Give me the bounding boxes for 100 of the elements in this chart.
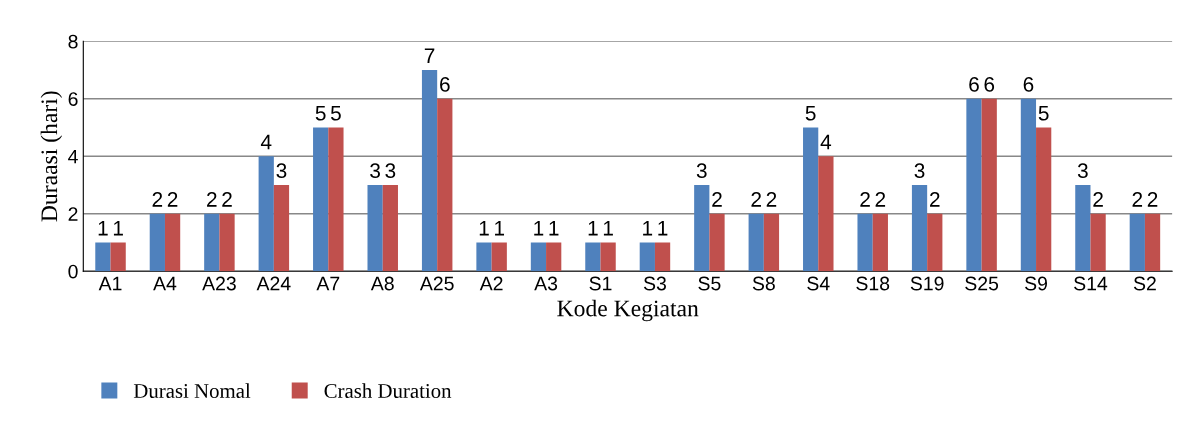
- x-tick-label: A23: [202, 276, 236, 291]
- x-tick-label: A2: [479, 276, 503, 291]
- y-tick-label: 8: [68, 34, 78, 49]
- data-label: 3: [276, 163, 287, 179]
- bar: [857, 213, 873, 272]
- data-label: 3: [696, 163, 707, 179]
- x-tick-label: S25: [965, 276, 999, 291]
- bar: [966, 98, 982, 272]
- x-tick-label: S3: [643, 276, 666, 291]
- bar: [600, 242, 616, 272]
- data-label: 2: [167, 192, 178, 207]
- bar: [654, 242, 671, 272]
- y-tick-label: 0: [68, 264, 78, 279]
- x-tick-label: A8: [370, 276, 394, 291]
- bar: [437, 98, 453, 272]
- data-label: 5: [1038, 106, 1049, 121]
- bar: [1090, 213, 1106, 272]
- data-label: 2: [1093, 192, 1103, 207]
- data-label: 3: [385, 163, 396, 179]
- data-label: 7: [424, 48, 435, 63]
- bar: [219, 213, 235, 272]
- x-tick-label: S5: [698, 276, 721, 291]
- data-label: 4: [820, 134, 832, 150]
- data-label: 2: [207, 192, 217, 207]
- bar: [763, 213, 780, 272]
- bar: [530, 242, 547, 272]
- bar: [694, 184, 710, 272]
- x-tick-label: S8: [752, 276, 775, 291]
- data-label: 1: [658, 221, 668, 236]
- bar: [927, 213, 943, 272]
- data-label: 1: [643, 221, 653, 236]
- x-tick-label: S18: [856, 276, 890, 291]
- bar: [818, 156, 834, 272]
- bar: [382, 184, 398, 272]
- data-label: 6: [984, 77, 995, 92]
- bar: [95, 242, 111, 272]
- bar: [1144, 213, 1161, 272]
- y-tick-label: 4: [68, 149, 78, 164]
- bar: [328, 127, 344, 272]
- y-axis-title: Duraasi (hari): [40, 91, 63, 222]
- data-label: 1: [495, 221, 505, 236]
- data-label: 2: [875, 192, 886, 207]
- x-tick-label: S14: [1074, 276, 1108, 291]
- data-label: 6: [1023, 77, 1034, 92]
- legend-label: Durasi Nomal: [133, 383, 251, 398]
- data-label: 1: [549, 221, 559, 236]
- bar: [748, 213, 764, 272]
- data-label: 2: [751, 192, 761, 207]
- bar: [872, 213, 888, 272]
- x-tick-label: S9: [1025, 276, 1048, 291]
- bar: [367, 184, 383, 272]
- bar: [1036, 127, 1052, 272]
- x-tick-label: A7: [316, 276, 340, 291]
- data-label: 5: [330, 106, 341, 121]
- data-label: 1: [603, 221, 613, 236]
- data-label: 2: [152, 192, 163, 207]
- bar: [164, 213, 181, 272]
- x-tick-label: A3: [534, 276, 558, 291]
- data-label: 4: [260, 134, 272, 150]
- x-tick-label: A25: [419, 276, 454, 291]
- bar: [981, 98, 997, 272]
- bar: [313, 127, 329, 272]
- data-label: 3: [1077, 163, 1088, 179]
- y-tick-label: 2: [68, 207, 78, 221]
- bar: [1075, 184, 1091, 272]
- data-label: 3: [370, 163, 380, 179]
- y-tick-label: 6: [68, 92, 78, 106]
- bar: [1020, 98, 1037, 272]
- data-label: 1: [479, 221, 489, 236]
- bar: [709, 213, 725, 272]
- x-axis-title: Kode Kegiatan: [557, 299, 699, 322]
- data-label: 1: [113, 221, 123, 236]
- bar: [273, 184, 290, 272]
- bar: [639, 242, 655, 272]
- data-label: 3: [914, 163, 925, 179]
- x-tick-label: S19: [910, 276, 944, 291]
- data-label: 1: [588, 221, 598, 236]
- data-label: 2: [1132, 192, 1143, 207]
- bar: [911, 184, 928, 272]
- bar: [476, 242, 492, 272]
- data-label: 5: [315, 106, 326, 121]
- bar: [803, 127, 819, 272]
- bar: [421, 69, 438, 272]
- data-label: 6: [440, 77, 450, 92]
- bar: [585, 242, 601, 272]
- bar: [204, 213, 220, 272]
- data-label: 2: [766, 192, 777, 207]
- data-label: 2: [930, 192, 940, 207]
- bar: [546, 242, 562, 272]
- data-label: 2: [860, 192, 870, 207]
- legend-label: Crash Duration: [324, 383, 452, 398]
- bar: [491, 242, 507, 272]
- bar: [258, 156, 274, 272]
- x-tick-label: A24: [256, 276, 291, 291]
- data-label: 1: [98, 221, 108, 236]
- x-tick-label: S4: [807, 276, 830, 291]
- data-label: 5: [805, 106, 816, 121]
- bar: [110, 242, 126, 272]
- bar: [1129, 213, 1145, 272]
- data-label: 2: [1147, 192, 1158, 207]
